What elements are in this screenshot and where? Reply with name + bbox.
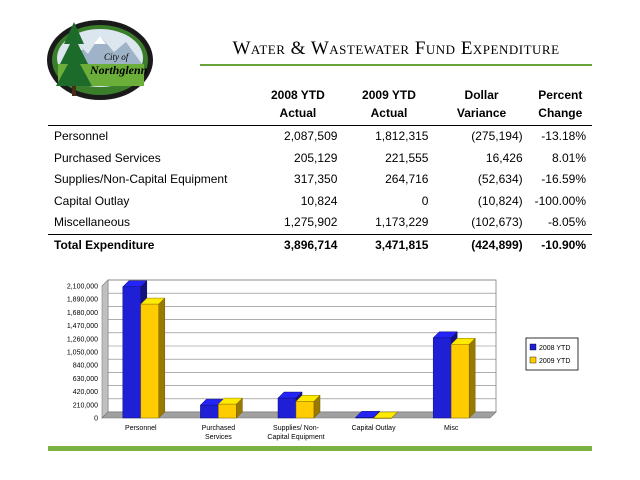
column-header-2008: 2008 YTD Actual [252,86,343,126]
row-label: Capital Outlay [54,193,130,208]
column-header-line2: Variance [456,106,507,120]
column-header-2009: 2009 YTD Actual [343,86,434,126]
bottom-divider [48,446,592,451]
column-header-line1: Dollar [464,88,499,102]
table-header-row: 2008 YTD Actual 2009 YTD Actual Dollar V… [48,86,592,126]
legend-label: 2009 YTD [539,358,570,365]
y-tick-label: 840,000 [73,363,98,370]
total-2009: 3,471,815 [375,237,429,252]
bar-front [200,404,219,419]
table-row: Miscellaneous 1,275,902 1,173,229 (102,6… [48,212,592,234]
expenditure-bar-chart: 0 210,000 420,000 630,000 840,000 1,050,000 1,… [67,279,579,441]
total-2008: 3,896,714 [284,237,338,252]
cell-2008: 205,129 [294,150,338,165]
chart-legend [525,337,579,371]
column-header-line1: 2008 YTD [270,88,325,102]
table-row: Supplies/Non-Capital Equipment 317,350 2… [48,169,592,191]
y-tick-label: 1,260,000 [67,336,98,343]
legend-swatch [529,343,537,351]
legend-label: 2008 YTD [539,345,570,352]
bar-side [313,394,321,419]
bar-front [277,397,297,419]
title-divider [200,64,592,66]
x-category-label: Purchased [202,425,236,432]
bar-front [218,403,237,419]
row-label: Miscellaneous [54,215,131,229]
cell-variance: (52,634) [477,172,523,186]
bar-side [236,397,243,419]
y-tick-label: 1,470,000 [67,323,98,330]
expenditure-table: 2008 YTD Actual 2009 YTD Actual Dollar V… [48,86,592,256]
total-change: -10.90% [541,237,586,252]
page-title: Water & Wastewater Fund Expenditure [232,38,560,59]
cell-change: -8.05% [547,215,586,229]
logo-text-bottom: Northglenn [89,63,148,77]
table-row: Purchased Services 205,129 221,555 16,42… [48,148,592,170]
cell-2008: 2,087,509 [284,129,338,143]
table-total-row: Total Expenditure 3,896,714 3,471,815 (4… [48,234,592,256]
column-header [48,86,252,126]
bar-side [158,297,166,419]
row-label: Personnel [54,129,109,143]
y-axis-wall [101,279,109,419]
legend-swatch [529,356,537,364]
column-header-line2: Change [538,106,583,120]
cell-2008: 317,350 [294,172,338,186]
logo-text-top: City of [104,52,130,62]
bar-front [432,337,452,419]
cell-2009: 264,716 [385,172,429,186]
y-tick-label: 420,000 [73,389,98,396]
x-category-label: Capital Equipment [267,434,324,441]
x-category-label: Misc [444,425,459,432]
x-category-label: Services [205,434,232,441]
cell-2009: 0 [421,193,429,208]
cell-change: -13.18% [541,129,586,143]
city-logo: City of Northglenn [47,20,153,100]
bar-front [122,286,142,419]
x-category-label: Personnel [125,425,157,432]
column-header-line2: Actual [370,106,408,120]
column-header-change: Percent Change [529,86,592,126]
bar-side [391,411,398,419]
column-header-line1: Percent [538,88,583,102]
cell-variance: (102,673) [471,215,523,229]
total-variance: (424,899) [471,237,523,252]
cell-2009: 1,812,315 [375,129,429,143]
x-category-label: Capital Outlay [352,425,396,432]
y-tick-label: 630,000 [73,376,98,383]
total-label: Total Expenditure [54,237,155,252]
cell-2009: 221,555 [385,150,429,165]
column-header-line1: 2009 YTD [362,88,416,102]
column-header-variance: Dollar Variance [434,86,528,126]
y-tick-label: 1,890,000 [67,297,98,304]
bar-front [295,401,315,419]
row-label: Supplies/Non-Capital Equipment [54,172,228,186]
cell-2008: 1,275,902 [284,215,338,229]
table-row: Personnel 2,087,509 1,812,315 (275,194) … [48,126,592,148]
cell-variance: 16,426 [485,150,523,165]
cell-change: -16.59% [541,172,586,186]
y-tick-label: 2,100,000 [67,284,98,291]
cell-variance: (275,194) [471,129,523,143]
cell-change: 8.01% [551,150,586,165]
y-tick-label: 0 [94,416,98,423]
bar-front [450,344,470,419]
y-tick-label: 210,000 [73,402,98,409]
y-tick-label: 1,680,000 [67,310,98,317]
cell-2008: 10,824 [300,193,338,208]
bar-side [468,337,476,419]
cell-change: -100.00% [534,193,586,208]
x-category-label: Supplies/ Non- [273,425,320,432]
table-row: Capital Outlay 10,824 0 (10,824) -100.00… [48,191,592,213]
cell-2009: 1,173,229 [375,215,429,229]
cell-variance: (10,824) [477,193,523,208]
row-label: Purchased Services [54,150,161,165]
column-header-line2: Actual [279,106,317,120]
bar-front [140,303,160,419]
y-tick-label: 1,050,000 [67,350,98,357]
